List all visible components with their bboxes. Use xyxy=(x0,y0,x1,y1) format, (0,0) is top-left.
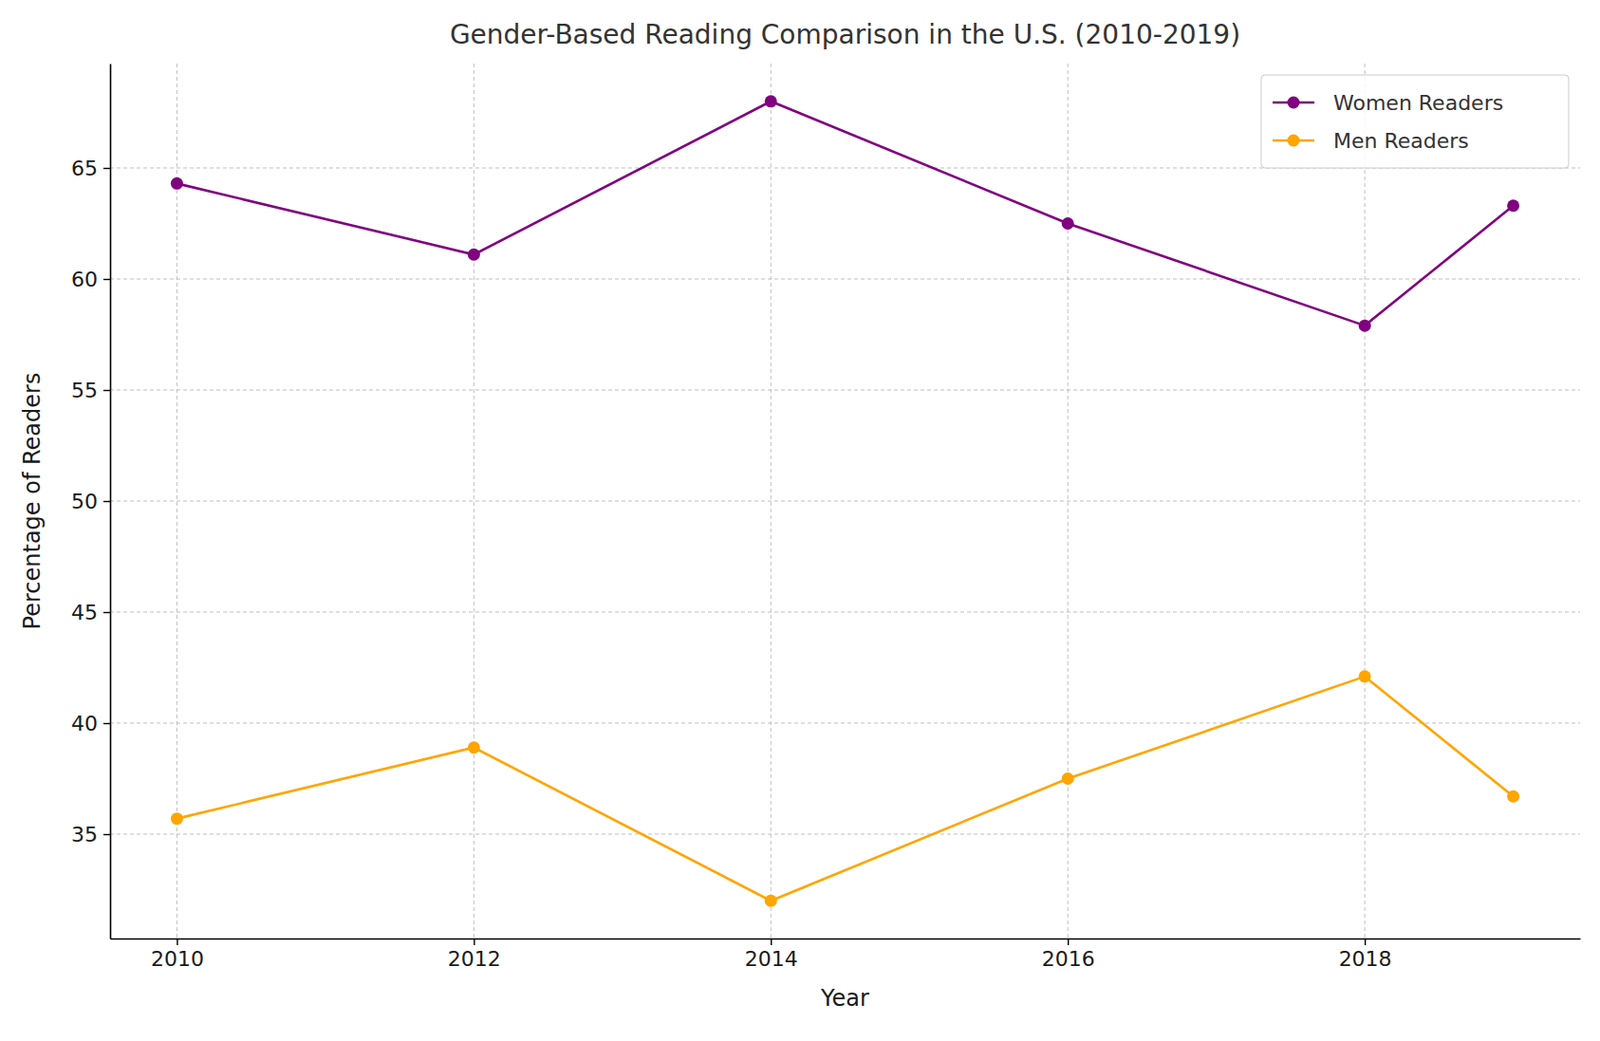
x-axis-title: Year xyxy=(819,985,870,1012)
grid-line xyxy=(110,612,1581,614)
tick-mark xyxy=(103,279,111,280)
tick: 2014 xyxy=(744,938,799,971)
tick-label: 2014 xyxy=(744,947,799,971)
series-marker xyxy=(467,248,481,261)
series-marker xyxy=(170,812,184,825)
tick: 2010 xyxy=(150,938,205,971)
plot: 2010 2012 2014 2016 2018 35 40 45 50 55 60 65 Women … xyxy=(71,63,1582,971)
tick: 60 xyxy=(71,267,111,292)
tick-label: 60 xyxy=(71,267,98,292)
series-marker xyxy=(764,94,778,108)
series-marker xyxy=(1506,199,1520,212)
tick-mark xyxy=(176,938,178,946)
grid-line xyxy=(110,723,1581,725)
series-marker xyxy=(1358,669,1372,683)
x-axis-line xyxy=(111,938,1582,941)
legend-label: Men Readers xyxy=(1333,129,1470,153)
tick: 2016 xyxy=(1041,938,1096,971)
tick-label: 50 xyxy=(71,489,98,514)
tick-label: 2016 xyxy=(1041,947,1096,971)
tick: 65 xyxy=(71,156,111,181)
tick-mark xyxy=(103,723,111,725)
series-marker xyxy=(764,894,778,908)
grid-line xyxy=(110,501,1581,503)
series-marker xyxy=(1358,319,1372,333)
tick-mark xyxy=(103,167,111,169)
tick-mark xyxy=(1364,938,1366,946)
legend-marker xyxy=(1287,96,1301,110)
tick-mark xyxy=(770,938,772,946)
series-marker xyxy=(170,177,184,190)
title: Gender-Based Reading Comparison in the U… xyxy=(449,18,1241,51)
tick: 45 xyxy=(71,600,111,625)
grid-line xyxy=(110,834,1581,836)
series-marker xyxy=(467,741,481,754)
tick: 35 xyxy=(71,822,111,847)
legend: Women Readers Men Readers xyxy=(1261,74,1569,168)
legend-label: Women Readers xyxy=(1333,91,1504,115)
tick-mark xyxy=(103,390,111,391)
grid-line xyxy=(110,278,1581,280)
tick-label: 2018 xyxy=(1339,947,1393,971)
tick-label: 40 xyxy=(71,711,98,736)
y-axis: 35 40 45 50 55 60 65 xyxy=(71,64,112,940)
tick-label: 55 xyxy=(71,378,98,403)
tick-mark xyxy=(103,501,111,503)
tick-label: 65 xyxy=(71,156,98,181)
series-line xyxy=(176,676,1513,901)
tick: 55 xyxy=(71,378,111,403)
grid xyxy=(110,63,1581,939)
series-group xyxy=(170,94,1520,907)
legend-box xyxy=(1261,74,1569,168)
chart: 2010 2012 2014 2016 2018 35 40 45 50 55 60 65 Women … xyxy=(0,0,1600,1041)
tick: 2018 xyxy=(1339,938,1393,971)
tick-mark xyxy=(473,938,475,946)
grid-line xyxy=(110,389,1581,391)
legend-marker xyxy=(1287,134,1301,148)
tick: 40 xyxy=(71,711,111,736)
grid-line xyxy=(1364,63,1366,939)
series-marker xyxy=(1061,217,1075,230)
tick: 50 xyxy=(71,489,111,514)
tick: 2012 xyxy=(447,938,502,971)
series-marker xyxy=(1506,790,1520,803)
tick-mark xyxy=(103,612,111,614)
tick-label: 2012 xyxy=(447,947,502,971)
x-axis: 2010 2012 2014 2016 2018 xyxy=(111,938,1582,971)
tick-label: 45 xyxy=(71,600,98,625)
tick-label: 35 xyxy=(71,822,98,847)
grid-line xyxy=(473,63,475,939)
series-marker xyxy=(1061,772,1075,785)
y-axis-title: Percentage of Readers xyxy=(18,372,46,631)
tick-mark xyxy=(1067,938,1069,946)
tick-mark xyxy=(103,834,111,836)
tick-label: 2010 xyxy=(150,947,205,971)
